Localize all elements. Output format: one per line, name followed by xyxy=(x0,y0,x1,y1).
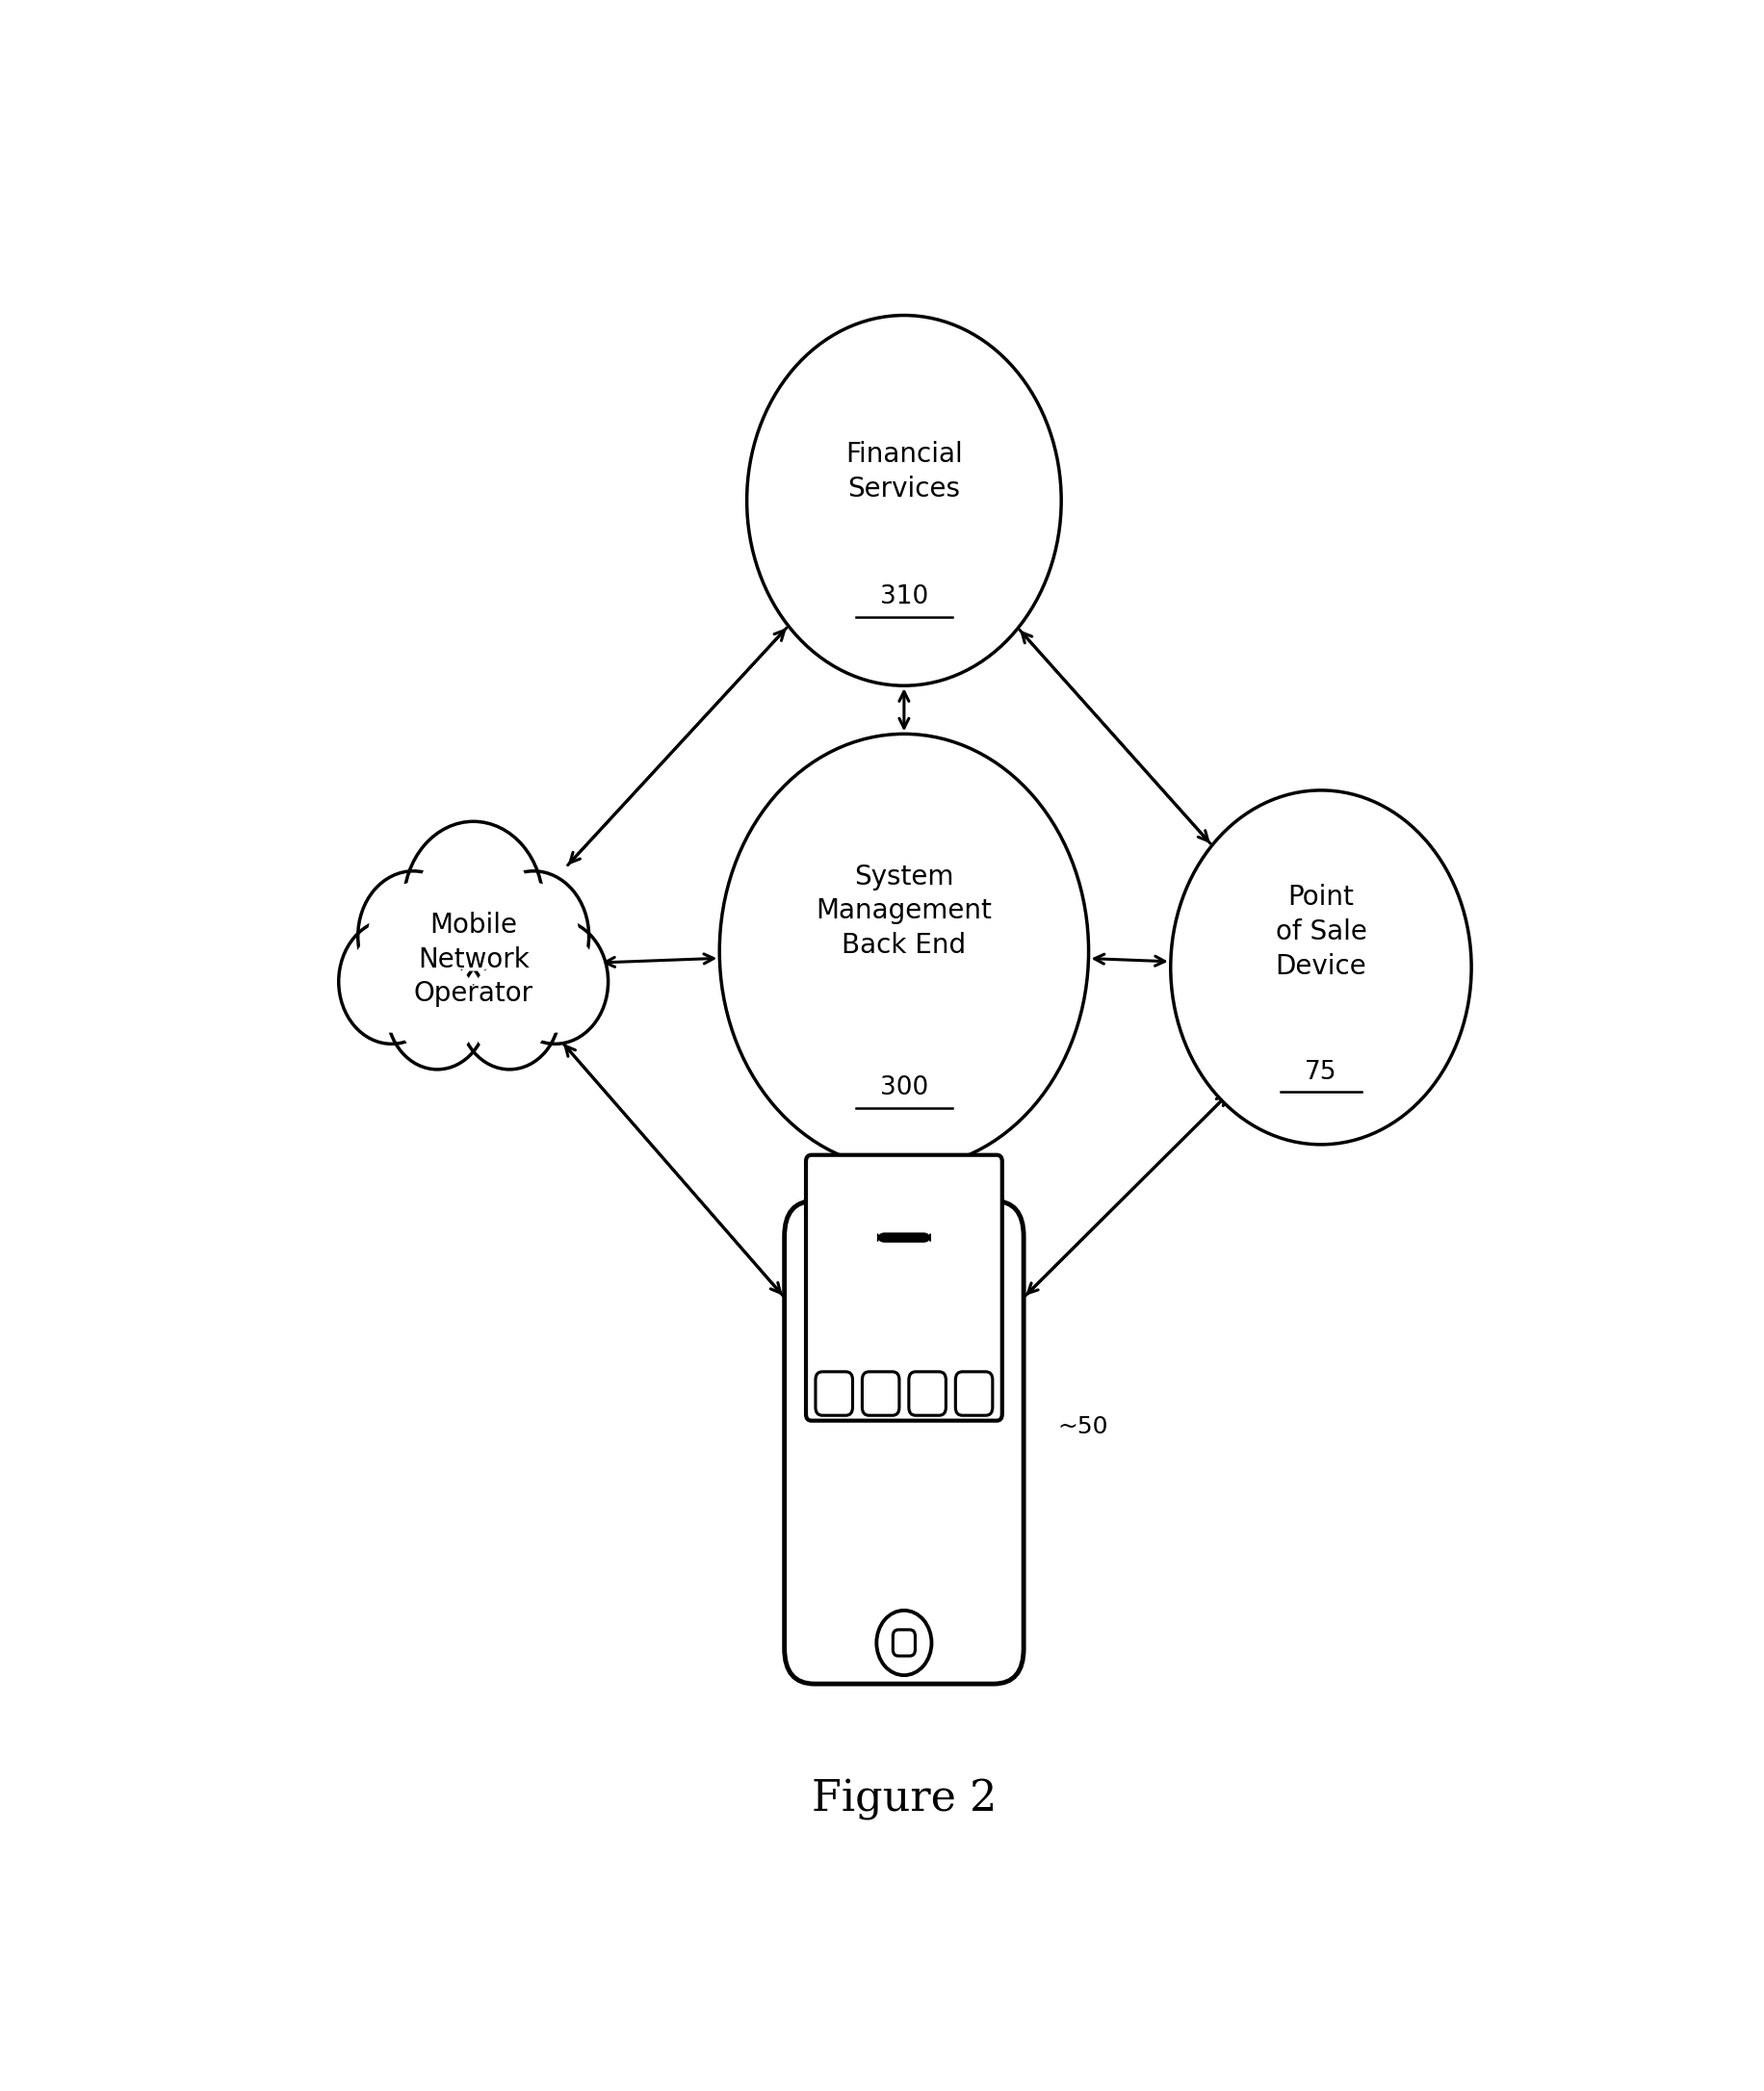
FancyBboxPatch shape xyxy=(893,1629,916,1656)
Text: Point
of Sale
Device: Point of Sale Device xyxy=(1275,884,1367,981)
Circle shape xyxy=(1171,790,1471,1144)
Circle shape xyxy=(467,962,550,1058)
Circle shape xyxy=(395,962,478,1058)
Text: Figure 2: Figure 2 xyxy=(811,1779,997,1821)
Circle shape xyxy=(339,920,445,1043)
Text: System
Management
Back End: System Management Back End xyxy=(817,864,991,960)
Text: 75: 75 xyxy=(1305,1060,1337,1085)
Circle shape xyxy=(489,882,579,989)
Text: Financial
Services: Financial Services xyxy=(845,441,963,502)
FancyBboxPatch shape xyxy=(863,1372,900,1416)
FancyBboxPatch shape xyxy=(815,1372,852,1416)
Circle shape xyxy=(416,836,531,970)
Text: 310: 310 xyxy=(880,585,928,611)
Text: ~50: ~50 xyxy=(1058,1416,1108,1439)
Circle shape xyxy=(386,951,489,1069)
Circle shape xyxy=(877,1610,931,1675)
Circle shape xyxy=(369,882,459,989)
Circle shape xyxy=(358,872,469,1002)
FancyBboxPatch shape xyxy=(785,1200,1023,1683)
Text: Mobile
Network
Operator: Mobile Network Operator xyxy=(413,912,533,1008)
Circle shape xyxy=(459,951,559,1069)
FancyBboxPatch shape xyxy=(878,1234,930,1242)
Circle shape xyxy=(404,822,543,985)
Circle shape xyxy=(478,872,589,1002)
FancyBboxPatch shape xyxy=(908,1372,946,1416)
Circle shape xyxy=(512,930,598,1033)
Text: 300: 300 xyxy=(880,1075,928,1100)
Circle shape xyxy=(746,316,1062,686)
Circle shape xyxy=(720,734,1088,1169)
FancyBboxPatch shape xyxy=(956,1372,993,1416)
Circle shape xyxy=(348,930,436,1033)
FancyBboxPatch shape xyxy=(806,1154,1002,1420)
Circle shape xyxy=(503,920,609,1043)
